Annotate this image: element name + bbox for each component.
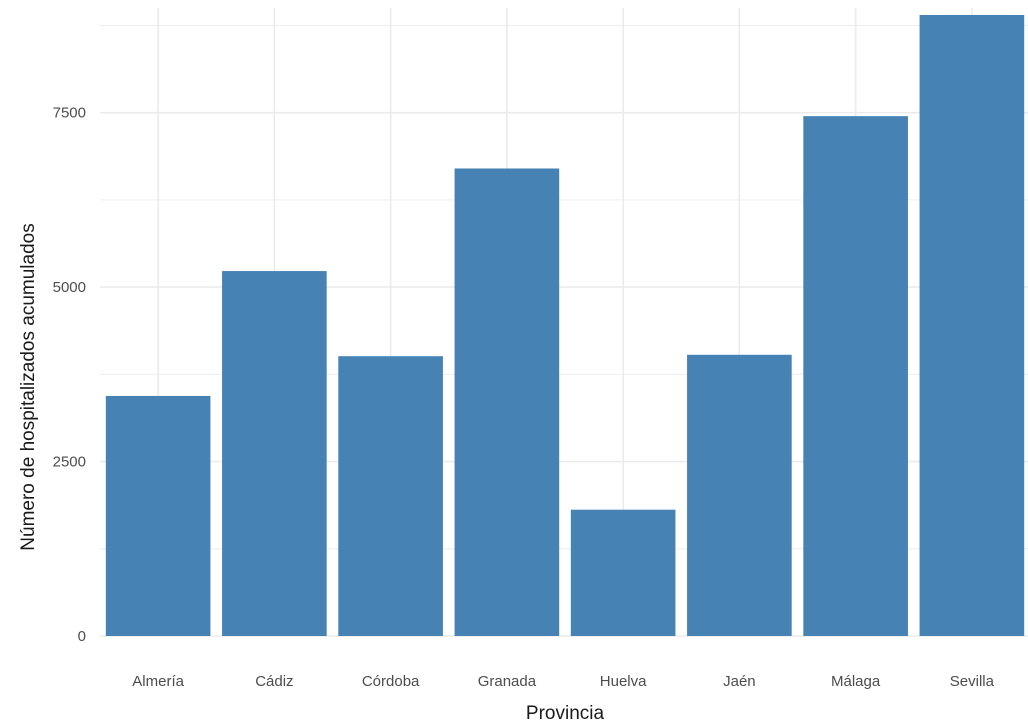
x-axis-title: Provincia [526, 703, 605, 724]
bar-sevilla [919, 14, 1025, 636]
bar-jaén [687, 354, 792, 636]
bars [105, 14, 1025, 636]
x-axis-ticks: Almería Cádiz Córdoba Granada Huelva Jaén Mála… [132, 673, 994, 690]
y-tick-label: 5000 [53, 279, 86, 296]
y-tick-label: 2500 [53, 454, 86, 471]
x-tick-label: Jaén [723, 673, 756, 690]
bar-huelva [570, 509, 676, 636]
x-tick-label: Almería [132, 673, 184, 690]
x-tick-label: Granada [478, 673, 537, 690]
x-tick-label: Córdoba [362, 673, 420, 690]
bar-málaga [803, 116, 908, 636]
y-axis-title: Número de hospitalizados acumulados [18, 223, 39, 550]
bar-almería [105, 395, 211, 636]
x-tick-label: Huelva [600, 673, 647, 690]
x-tick-label: Cádiz [255, 673, 293, 690]
bar-cádiz [222, 271, 327, 636]
bar-córdoba [338, 356, 443, 636]
y-axis-ticks: 0 2500 5000 7500 [53, 105, 86, 645]
y-tick-label: 0 [78, 628, 86, 645]
x-tick-label: Sevilla [950, 673, 995, 690]
x-tick-label: Málaga [831, 673, 881, 690]
y-tick-label: 7500 [53, 105, 86, 122]
bar-granada [454, 168, 560, 636]
